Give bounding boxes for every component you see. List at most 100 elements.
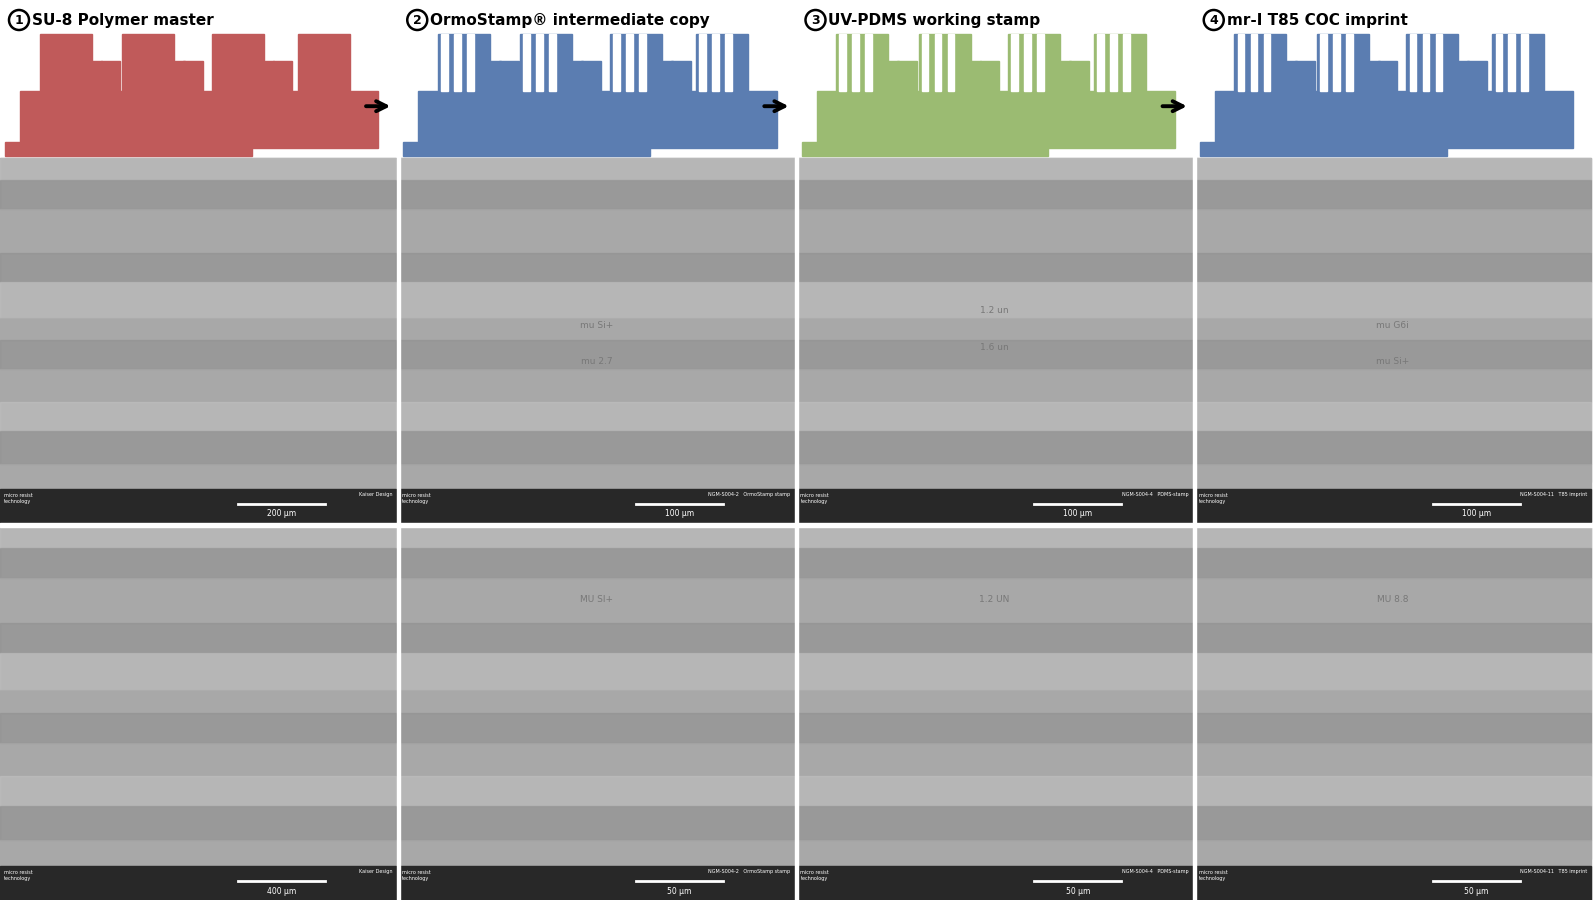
- Bar: [1024, 33, 1031, 91]
- Bar: [1110, 33, 1117, 91]
- Bar: [712, 33, 718, 91]
- Bar: [980, 61, 999, 91]
- Bar: [1493, 33, 1544, 91]
- Bar: [796, 525, 1193, 547]
- Text: NGM-S004-4   PDMS-stamp: NGM-S004-4 PDMS-stamp: [1121, 869, 1188, 874]
- Text: 400 μm: 400 μm: [266, 887, 296, 896]
- Bar: [1037, 33, 1043, 91]
- Bar: [796, 690, 1193, 713]
- Text: mr-I T85 COC imprint: mr-I T85 COC imprint: [1227, 13, 1408, 28]
- Bar: [398, 806, 795, 840]
- Bar: [1195, 742, 1591, 776]
- Bar: [1195, 840, 1591, 859]
- Text: micro resist
technology: micro resist technology: [1200, 870, 1228, 881]
- Text: UV-PDMS working stamp: UV-PDMS working stamp: [828, 13, 1040, 28]
- Bar: [1435, 33, 1442, 91]
- Bar: [653, 61, 672, 91]
- Bar: [1346, 33, 1352, 91]
- Bar: [398, 690, 795, 713]
- Bar: [183, 61, 202, 91]
- Bar: [398, 431, 795, 464]
- Bar: [1215, 91, 1572, 148]
- Bar: [0, 253, 397, 282]
- Bar: [1407, 33, 1458, 91]
- Bar: [1509, 33, 1515, 91]
- Bar: [671, 61, 690, 91]
- Bar: [796, 158, 1193, 180]
- Bar: [255, 61, 274, 91]
- Bar: [454, 33, 460, 91]
- Bar: [438, 33, 491, 91]
- Bar: [796, 158, 1193, 522]
- Text: 50 μm: 50 μm: [1066, 887, 1090, 896]
- Bar: [0, 431, 397, 464]
- Bar: [0, 578, 397, 623]
- Text: 100 μm: 100 μm: [664, 509, 695, 518]
- Bar: [123, 33, 174, 91]
- Text: NGM-S004-2   OrmoStamp stamp: NGM-S004-2 OrmoStamp stamp: [709, 869, 790, 874]
- Bar: [0, 180, 397, 209]
- Bar: [398, 158, 795, 522]
- Text: SU-8 Polymer master: SU-8 Polymer master: [32, 13, 213, 28]
- Bar: [1195, 776, 1591, 806]
- Text: 1.2 un: 1.2 un: [980, 306, 1008, 315]
- Bar: [1195, 319, 1591, 340]
- Bar: [1423, 33, 1429, 91]
- Bar: [441, 33, 448, 91]
- Text: mu Si+: mu Si+: [580, 321, 613, 330]
- Bar: [1195, 369, 1591, 402]
- Bar: [1098, 33, 1104, 91]
- Bar: [801, 142, 1048, 156]
- Bar: [796, 742, 1193, 776]
- Bar: [0, 840, 397, 859]
- Text: 100 μm: 100 μm: [1461, 509, 1491, 518]
- Bar: [796, 623, 1193, 652]
- Bar: [398, 652, 795, 690]
- Bar: [796, 282, 1193, 319]
- Bar: [1450, 61, 1469, 91]
- Bar: [398, 253, 795, 282]
- Bar: [398, 623, 795, 652]
- Bar: [1195, 547, 1591, 578]
- Bar: [1317, 33, 1368, 91]
- Bar: [1195, 464, 1591, 482]
- Bar: [524, 33, 530, 91]
- Text: MU 8.8: MU 8.8: [1376, 596, 1408, 605]
- Bar: [1195, 690, 1591, 713]
- Bar: [398, 282, 795, 319]
- Text: micro resist
technology: micro resist technology: [5, 870, 33, 881]
- Bar: [1295, 61, 1316, 91]
- Bar: [298, 33, 349, 91]
- Text: micro resist
technology: micro resist technology: [801, 870, 830, 881]
- Bar: [1051, 61, 1070, 91]
- Bar: [796, 776, 1193, 806]
- Bar: [0, 209, 397, 253]
- Bar: [0, 319, 397, 340]
- Bar: [398, 840, 795, 859]
- Bar: [1195, 490, 1591, 522]
- Bar: [1496, 33, 1502, 91]
- Bar: [796, 340, 1193, 369]
- Text: micro resist
technology: micro resist technology: [403, 870, 432, 881]
- Bar: [1195, 158, 1591, 180]
- Bar: [935, 33, 941, 91]
- Bar: [0, 464, 397, 482]
- Bar: [0, 690, 397, 713]
- Bar: [1195, 652, 1591, 690]
- Bar: [419, 91, 776, 148]
- Bar: [1263, 33, 1270, 91]
- Bar: [0, 158, 397, 180]
- Bar: [725, 33, 731, 91]
- Bar: [398, 319, 795, 340]
- Bar: [1012, 33, 1018, 91]
- Text: 4: 4: [1209, 14, 1219, 26]
- Bar: [0, 776, 397, 806]
- Bar: [796, 402, 1193, 431]
- Bar: [398, 525, 795, 900]
- Bar: [836, 33, 889, 91]
- Bar: [5, 142, 252, 156]
- Bar: [398, 490, 795, 522]
- Bar: [537, 33, 543, 91]
- Text: 50 μm: 50 μm: [1464, 887, 1488, 896]
- Bar: [398, 742, 795, 776]
